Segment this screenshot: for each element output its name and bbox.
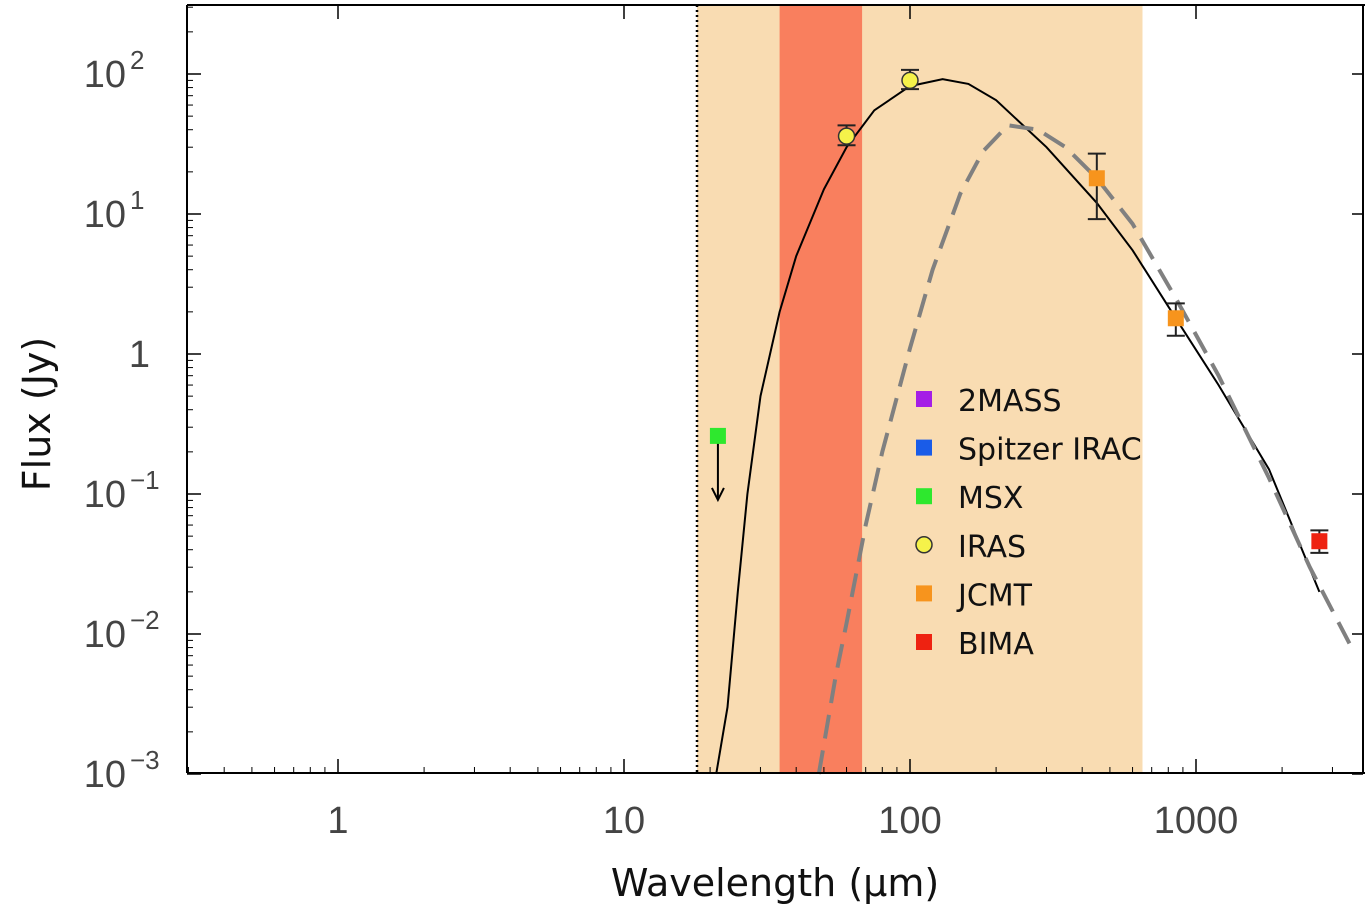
y-tick-label: 10 [84, 614, 126, 656]
legend-label-spitzer-irac: Spitzer IRAC [958, 433, 1142, 468]
y-tick-label: 10 [84, 194, 126, 236]
y-tick-label: 10 [84, 54, 126, 96]
shaded-band [779, 5, 863, 773]
x-axis-title: Wavelength (µm) [611, 861, 939, 905]
y-tick-exponent: −3 [130, 745, 160, 775]
y-tick-exponent: 1 [130, 185, 144, 215]
y-tick-exponent: −2 [130, 605, 160, 635]
shaded-bands [697, 5, 1143, 773]
upper-limit-arrowhead [711, 487, 725, 503]
legend-label-bima: BIMA [958, 627, 1034, 662]
legend-label-2mass: 2MASS [958, 384, 1062, 419]
jcmt-point [1088, 170, 1105, 187]
legend-marker-spitzer-irac [916, 439, 932, 456]
legend-marker-2mass [916, 391, 932, 407]
legend-marker-jcmt [916, 585, 932, 602]
iras-point [837, 127, 856, 145]
x-tick-label: 100 [878, 800, 941, 842]
legend-marker-iras [915, 536, 933, 554]
x-tick-label: 1000 [1154, 800, 1239, 842]
jcmt-point [1167, 310, 1184, 327]
y-axis-title: Flux (Jy) [15, 337, 59, 491]
y-tick-exponent: −1 [130, 465, 160, 495]
legend-marker-bima [916, 634, 932, 650]
iras-point [901, 71, 919, 90]
legend: 2MASS Spitzer IRAC MSX IRAS JCMT BIMA [915, 384, 1142, 662]
x-tick-label: 1 [327, 800, 348, 842]
data-points [709, 68, 1329, 554]
x-tick-label: 10 [603, 800, 645, 842]
model-curve-dashed [816, 123, 1354, 775]
msx-point [709, 427, 726, 444]
y-tick-exponent: 2 [130, 45, 144, 75]
y-tick-label: 10 [84, 474, 126, 516]
y-tick-label: 1 [129, 334, 150, 376]
shaded-band [697, 5, 1143, 773]
y-tick-label: 10 [84, 754, 126, 796]
legend-label-iras: IRAS [958, 530, 1026, 565]
legend-label-msx: MSX [958, 481, 1023, 516]
legend-label-jcmt: JCMT [956, 578, 1033, 613]
legend-marker-msx [916, 488, 932, 505]
bima-point [1311, 533, 1328, 550]
